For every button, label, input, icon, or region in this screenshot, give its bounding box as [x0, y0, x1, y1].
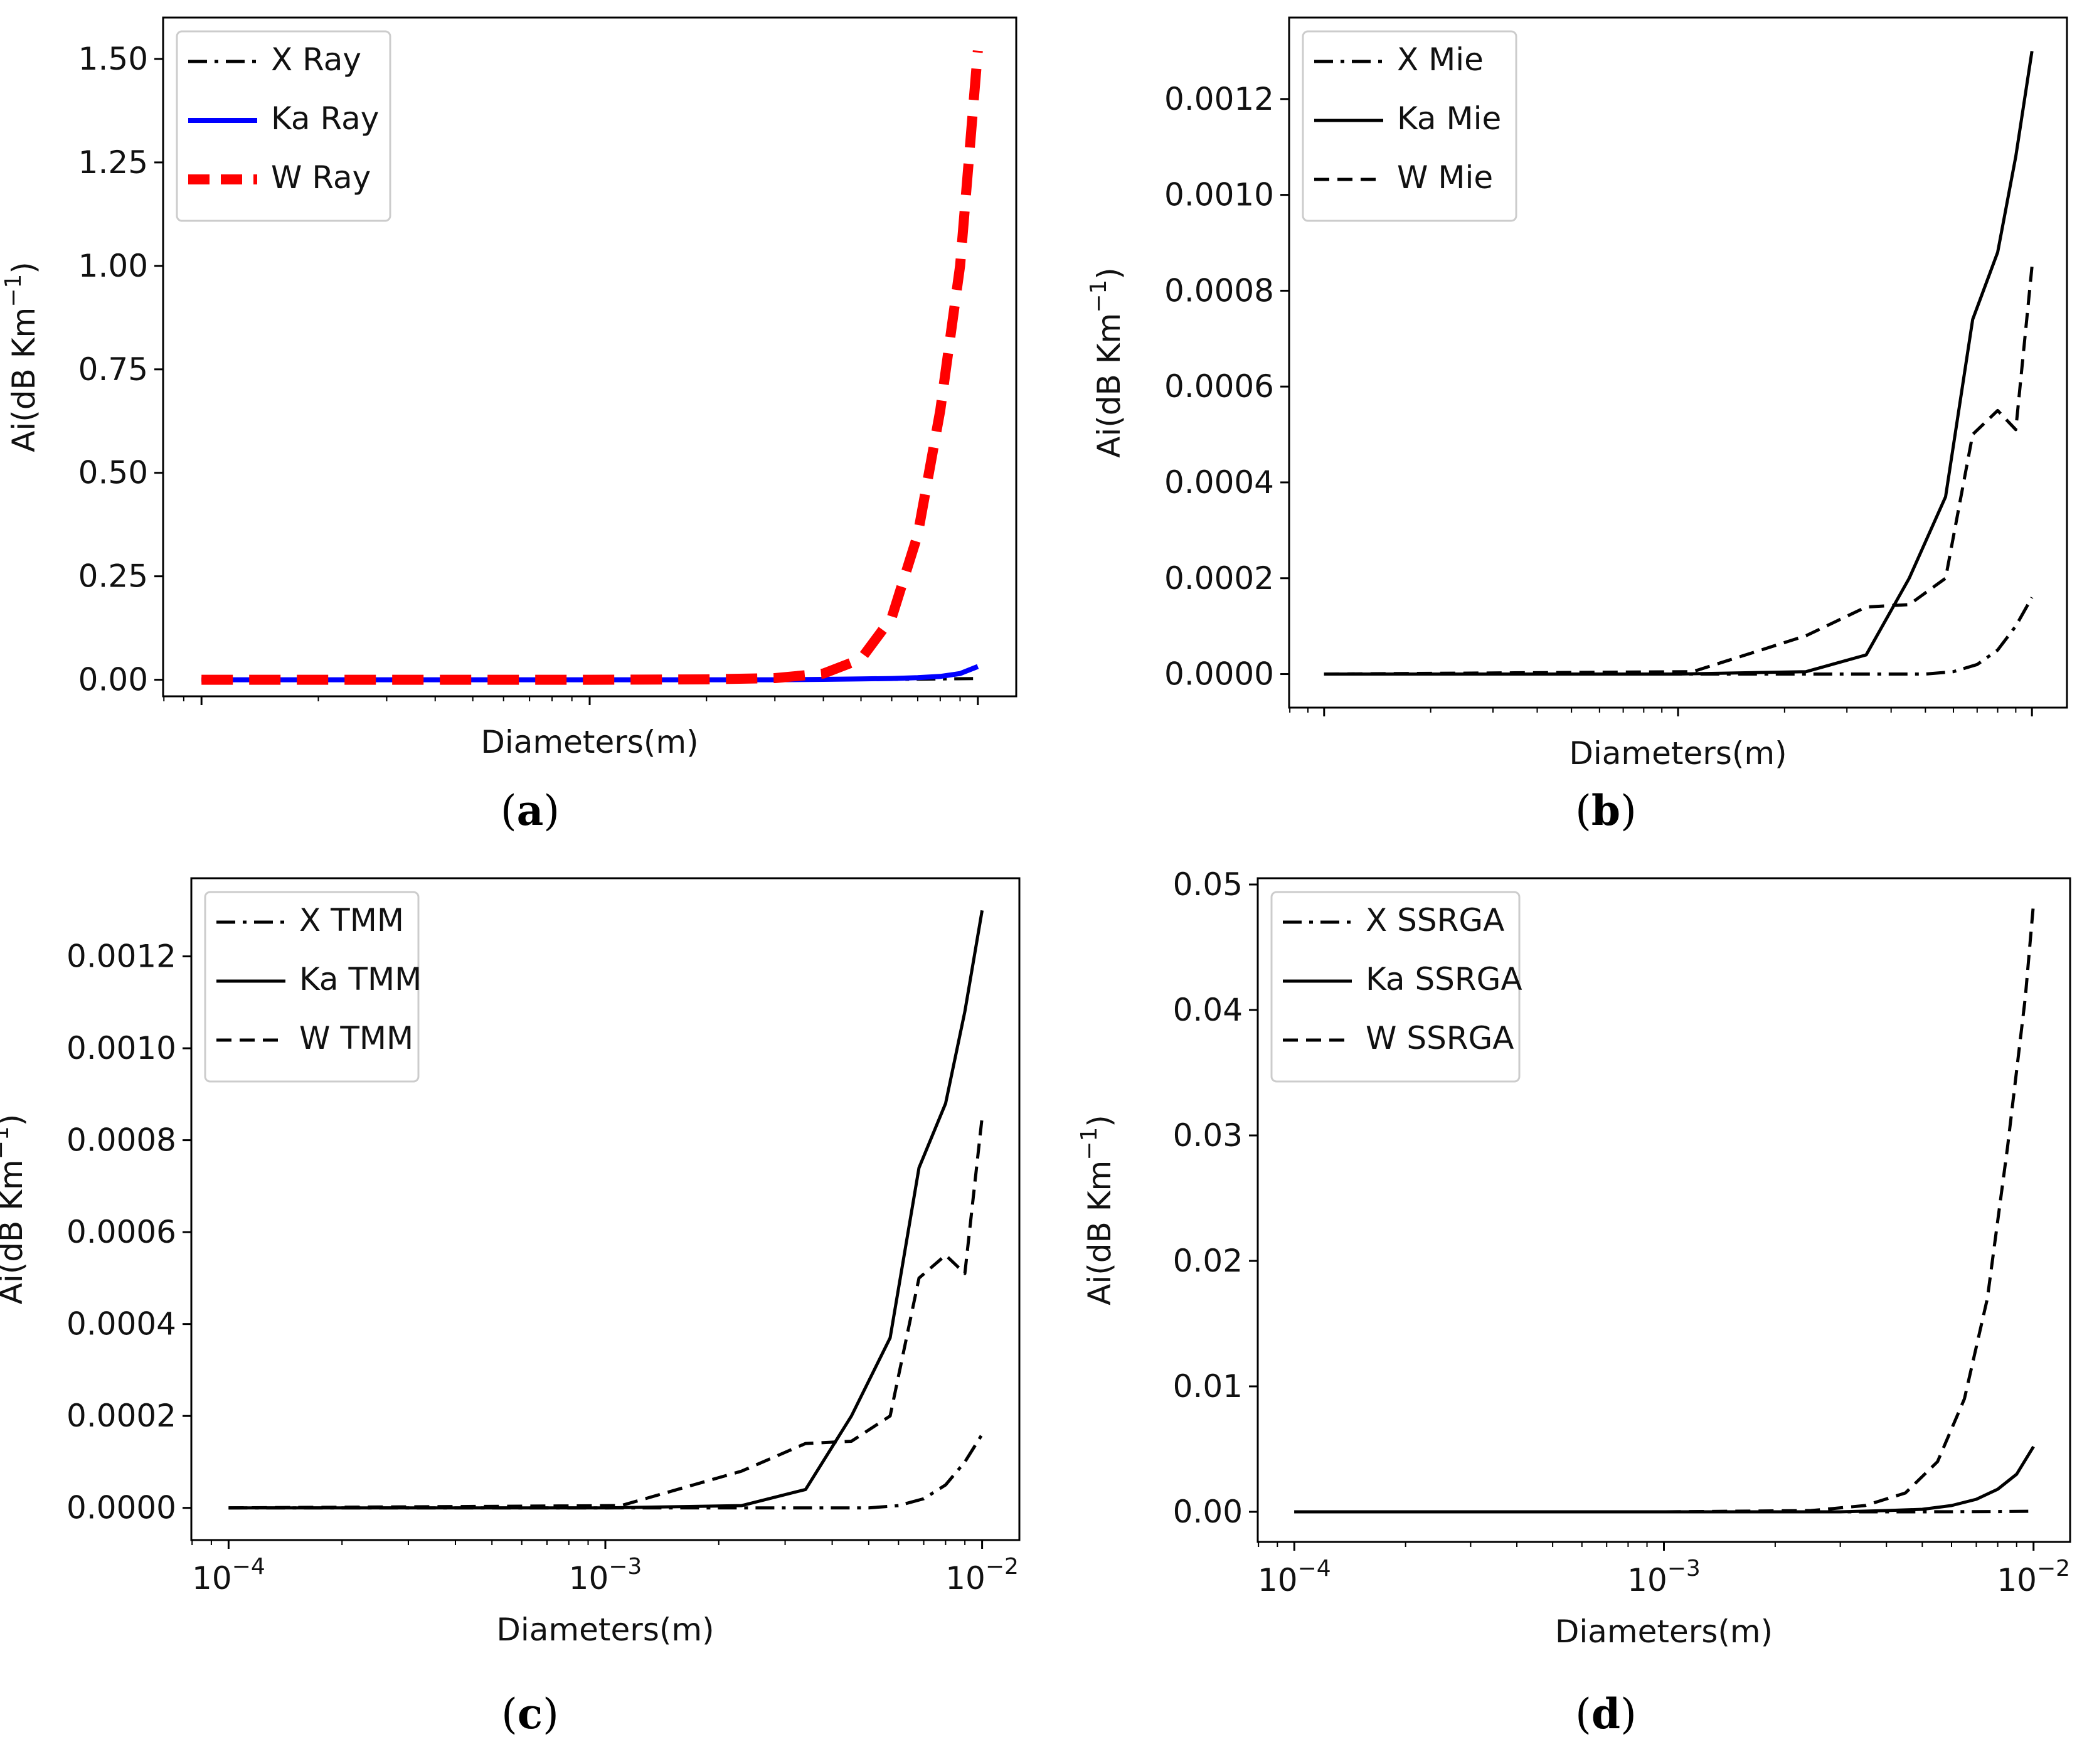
series-line-w-ray	[201, 50, 983, 685]
panel-c: 0.0000 0.0002 0.0004 0.0006 0.0008 0.0010 0.00…	[0, 877, 1021, 1738]
y-tick-label: 0.0002	[1164, 560, 1274, 597]
legend-box	[1270, 891, 1521, 1083]
series-line-w-tmm	[228, 1117, 984, 1510]
panel-d: 0.00 0.01 0.02 0.03 0.04 0.05 10−4 10−3 10−2 Diam…	[1076, 866, 2071, 1738]
legend-label: W Mie	[1397, 159, 1493, 196]
x-tick-label: 10−3	[1627, 1556, 1701, 1598]
panel-caption: (b)	[1575, 786, 1637, 835]
y-tick-label: 0.04	[1173, 992, 1243, 1028]
legend-label: W TMM	[299, 1020, 413, 1056]
legend-label: Ka Ray	[271, 100, 379, 137]
series-line-x-tmm	[228, 1433, 984, 1510]
series-line-ka-ssrga	[1294, 1445, 2035, 1514]
y-tick-label: 0.0004	[66, 1306, 176, 1342]
x-tick-label: 10−2	[945, 1554, 1019, 1597]
series-line-x-mie	[1324, 597, 2034, 676]
series-line-ka-ray	[201, 664, 979, 683]
y-tick-label: 0.50	[78, 455, 148, 491]
y-tick-label: 0.0010	[66, 1030, 176, 1066]
y-tick-label: 0.0008	[66, 1122, 176, 1159]
y-axis-label: Ai(dB Km−1)	[1076, 1115, 1118, 1305]
x-tick-label: 10−4	[192, 1554, 265, 1597]
y-tick-label: 0.0002	[66, 1398, 176, 1434]
legend-label: X Ray	[271, 41, 361, 78]
y-tick-label: 0.75	[78, 351, 148, 388]
y-tick-label: 0.0006	[1164, 368, 1274, 405]
legend-label: Ka SSRGA	[1366, 961, 1522, 997]
y-tick-label: 0.0006	[66, 1214, 176, 1250]
x-tick-label: 10−3	[569, 1554, 642, 1597]
series-line-w-ssrga	[1294, 903, 2036, 1514]
legend-label: W SSRGA	[1366, 1020, 1514, 1056]
y-axis-label: Ai(dB Km−1)	[1086, 267, 1127, 458]
legend-label: W Ray	[271, 159, 371, 196]
y-tick-label: 0.0008	[1164, 272, 1274, 309]
y-tick-label: 0.0012	[66, 938, 176, 975]
series-line-w-mie	[1324, 266, 2034, 676]
series-line-x-ssrga	[1294, 1509, 2034, 1514]
y-tick-label: 0.02	[1173, 1243, 1243, 1279]
legend-box	[176, 30, 391, 222]
y-tick-label: 0.00	[78, 662, 148, 698]
y-tick-label: 0.0004	[1164, 464, 1274, 501]
panel-caption: (c)	[501, 1689, 559, 1738]
y-axis-label: Ai(dB Km−1)	[0, 1114, 29, 1305]
y-tick-label: 0.00	[1173, 1494, 1243, 1530]
y-tick-label: 0.0010	[1164, 177, 1274, 213]
panel-a: 0.00 0.25 0.50 0.75 1.00 1.25 1.50 Diameters(m)…	[1, 16, 1017, 835]
y-tick-label: 0.0000	[1164, 656, 1274, 693]
y-tick-label: 1.25	[78, 144, 148, 181]
x-axis-label: Diameters(m)	[481, 724, 698, 760]
series-line-ka-tmm	[228, 910, 984, 1510]
y-tick-label: 0.0012	[1164, 81, 1274, 117]
y-tick-label: 0.03	[1173, 1117, 1243, 1154]
panel-b: 0.0000 0.0002 0.0004 0.0006 0.0008 0.0010 0.00…	[1086, 16, 2068, 835]
y-axis-label: Ai(dB Km−1)	[1, 262, 42, 452]
x-axis-label: Diameters(m)	[496, 1612, 714, 1648]
y-tick-label: 0.05	[1173, 866, 1243, 903]
y-tick-label: 0.01	[1173, 1368, 1243, 1405]
legend-label: X SSRGA	[1366, 902, 1504, 938]
legend-box	[204, 891, 420, 1083]
x-axis-label: Diameters(m)	[1569, 735, 1787, 772]
panel-caption: (d)	[1575, 1689, 1637, 1738]
legend-label: Ka TMM	[299, 961, 422, 997]
x-tick-label: 10−4	[1258, 1556, 1331, 1598]
y-tick-label: 1.00	[78, 248, 148, 284]
panel-caption: (a)	[501, 786, 560, 835]
legend-box	[1302, 30, 1517, 222]
x-axis-label: Diameters(m)	[1555, 1613, 1773, 1650]
y-tick-label: 0.0000	[66, 1490, 176, 1526]
y-tick-label: 1.50	[78, 41, 148, 77]
legend-label: X TMM	[299, 902, 404, 938]
y-tick-label: 0.25	[78, 558, 148, 595]
x-tick-label: 10−2	[1997, 1556, 2070, 1598]
legend-label: Ka Mie	[1397, 100, 1501, 137]
legend-label: X Mie	[1397, 41, 1484, 78]
series-line-ka-mie	[1324, 51, 2034, 676]
